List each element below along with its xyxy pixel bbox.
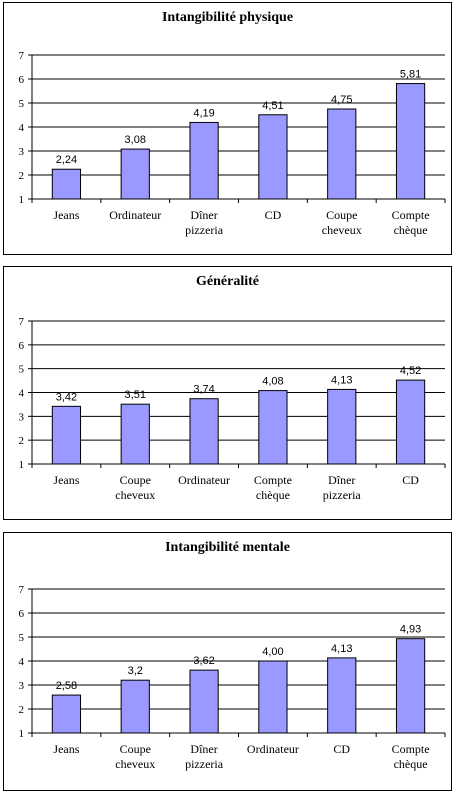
- chart-title: Généralité: [196, 274, 259, 289]
- x-tick-label: cheveux: [115, 757, 155, 771]
- data-label: 2,58: [56, 680, 77, 692]
- y-tick-label: 6: [19, 608, 25, 620]
- y-tick-label: 4: [19, 388, 25, 400]
- x-tick-label: Coupe: [326, 208, 357, 222]
- y-tick-label: 5: [19, 364, 25, 376]
- bar: [327, 108, 357, 200]
- data-label: 4,51: [262, 100, 283, 112]
- data-label: 4,00: [262, 646, 283, 658]
- x-tick-label: Dîner: [328, 473, 355, 487]
- data-label: 4,19: [193, 107, 214, 119]
- x-tick-label: pizzeria: [185, 223, 224, 237]
- x-tick-label: cheveux: [115, 488, 155, 502]
- y-tick-label: 1: [19, 728, 25, 740]
- chart-title: Intangibilité mentale: [165, 540, 290, 555]
- bar: [189, 669, 219, 734]
- x-tick-label: Ordinateur: [109, 208, 161, 222]
- chart-panel-generalite: Généralité 1 2 3 4 5 6 7 3,42 Jeans 3,51 Coupe chev…: [3, 266, 452, 520]
- bar: [258, 660, 288, 734]
- x-tick-label: CD: [333, 742, 350, 756]
- y-tick-label: 7: [19, 316, 25, 328]
- data-label: 5,81: [400, 69, 421, 81]
- x-tick-label: chèque: [256, 488, 290, 502]
- bar: [51, 168, 82, 200]
- data-label: 4,52: [400, 365, 421, 377]
- y-tick-label: 7: [19, 584, 25, 596]
- y-tick-label: 3: [19, 411, 25, 423]
- x-tick-label: chèque: [394, 757, 428, 771]
- data-label: 4,13: [331, 374, 352, 386]
- data-label: 3,51: [125, 389, 146, 401]
- x-tick-label: Jeans: [53, 742, 79, 756]
- data-label: 3,08: [125, 134, 146, 146]
- data-label: 4,75: [331, 94, 352, 106]
- bar-chart: 1 2 3 4 5 6 7 2,24 Jeans 3,08 Ordinateur 4,19 Dînerp…: [19, 50, 446, 237]
- data-label: 4,13: [331, 643, 352, 655]
- data-label: 3,74: [193, 384, 214, 396]
- data-label: 3,2: [128, 665, 143, 677]
- x-tick-label: cheveux: [322, 223, 362, 237]
- x-tick-label: chèque: [394, 223, 428, 237]
- x-tick-label: Compte: [392, 742, 430, 756]
- x-tick-label: Coupe: [120, 473, 151, 487]
- x-tick-label: pizzeria: [323, 488, 362, 502]
- x-tick-label: Dîner: [190, 742, 217, 756]
- y-tick-label: 5: [19, 632, 25, 644]
- bar: [51, 405, 82, 465]
- data-label: 2,24: [56, 154, 77, 166]
- y-tick-label: 2: [19, 704, 25, 716]
- x-tick-label: Compte: [254, 473, 292, 487]
- bar: [189, 121, 219, 200]
- y-tick-label: 1: [19, 194, 25, 206]
- y-tick-label: 3: [19, 146, 25, 158]
- x-tick-label: pizzeria: [185, 757, 224, 771]
- chart-panel-intangibilite-physique: Intangibilité physique 1 2 3 4 5 6 7 2,24 Jeans 3…: [3, 2, 452, 255]
- y-tick-label: 4: [19, 122, 25, 134]
- bar: [189, 398, 219, 465]
- x-tick-label: CD: [402, 473, 419, 487]
- bar: [258, 114, 288, 200]
- x-tick-label: Jeans: [53, 208, 79, 222]
- x-tick-label: Jeans: [53, 473, 79, 487]
- bar: [258, 390, 288, 465]
- bar: [395, 379, 426, 465]
- y-tick-label: 5: [19, 98, 25, 110]
- y-tick-label: 6: [19, 340, 25, 352]
- x-tick-label: Ordinateur: [247, 742, 299, 756]
- y-tick-label: 1: [19, 459, 25, 471]
- y-tick-label: 3: [19, 680, 25, 692]
- y-tick-label: 4: [19, 656, 25, 668]
- bar: [395, 638, 426, 734]
- y-tick-label: 7: [19, 50, 25, 62]
- x-tick-label: Compte: [392, 208, 430, 222]
- chart-panel-intangibilite-mentale: Intangibilité mentale 1 2 3 4 5 6 7 2,58 Jeans 3,…: [3, 532, 452, 791]
- bar: [120, 679, 150, 734]
- bar: [395, 83, 426, 200]
- data-label: 4,08: [262, 376, 283, 388]
- x-tick-label: Ordinateur: [178, 473, 230, 487]
- data-label: 4,93: [400, 624, 421, 636]
- chart-title: Intangibilité physique: [161, 10, 294, 25]
- y-tick-label: 2: [19, 170, 25, 182]
- x-tick-label: Coupe: [120, 742, 151, 756]
- x-tick-label: Dîner: [190, 208, 217, 222]
- y-tick-label: 2: [19, 435, 25, 447]
- x-tick-label: CD: [265, 208, 282, 222]
- bar: [51, 694, 82, 734]
- bar: [327, 657, 357, 734]
- bar: [120, 148, 150, 200]
- data-label: 3,62: [193, 655, 214, 667]
- y-tick-label: 6: [19, 74, 25, 86]
- bar: [120, 403, 150, 465]
- data-label: 3,42: [56, 391, 77, 403]
- bar: [327, 388, 357, 465]
